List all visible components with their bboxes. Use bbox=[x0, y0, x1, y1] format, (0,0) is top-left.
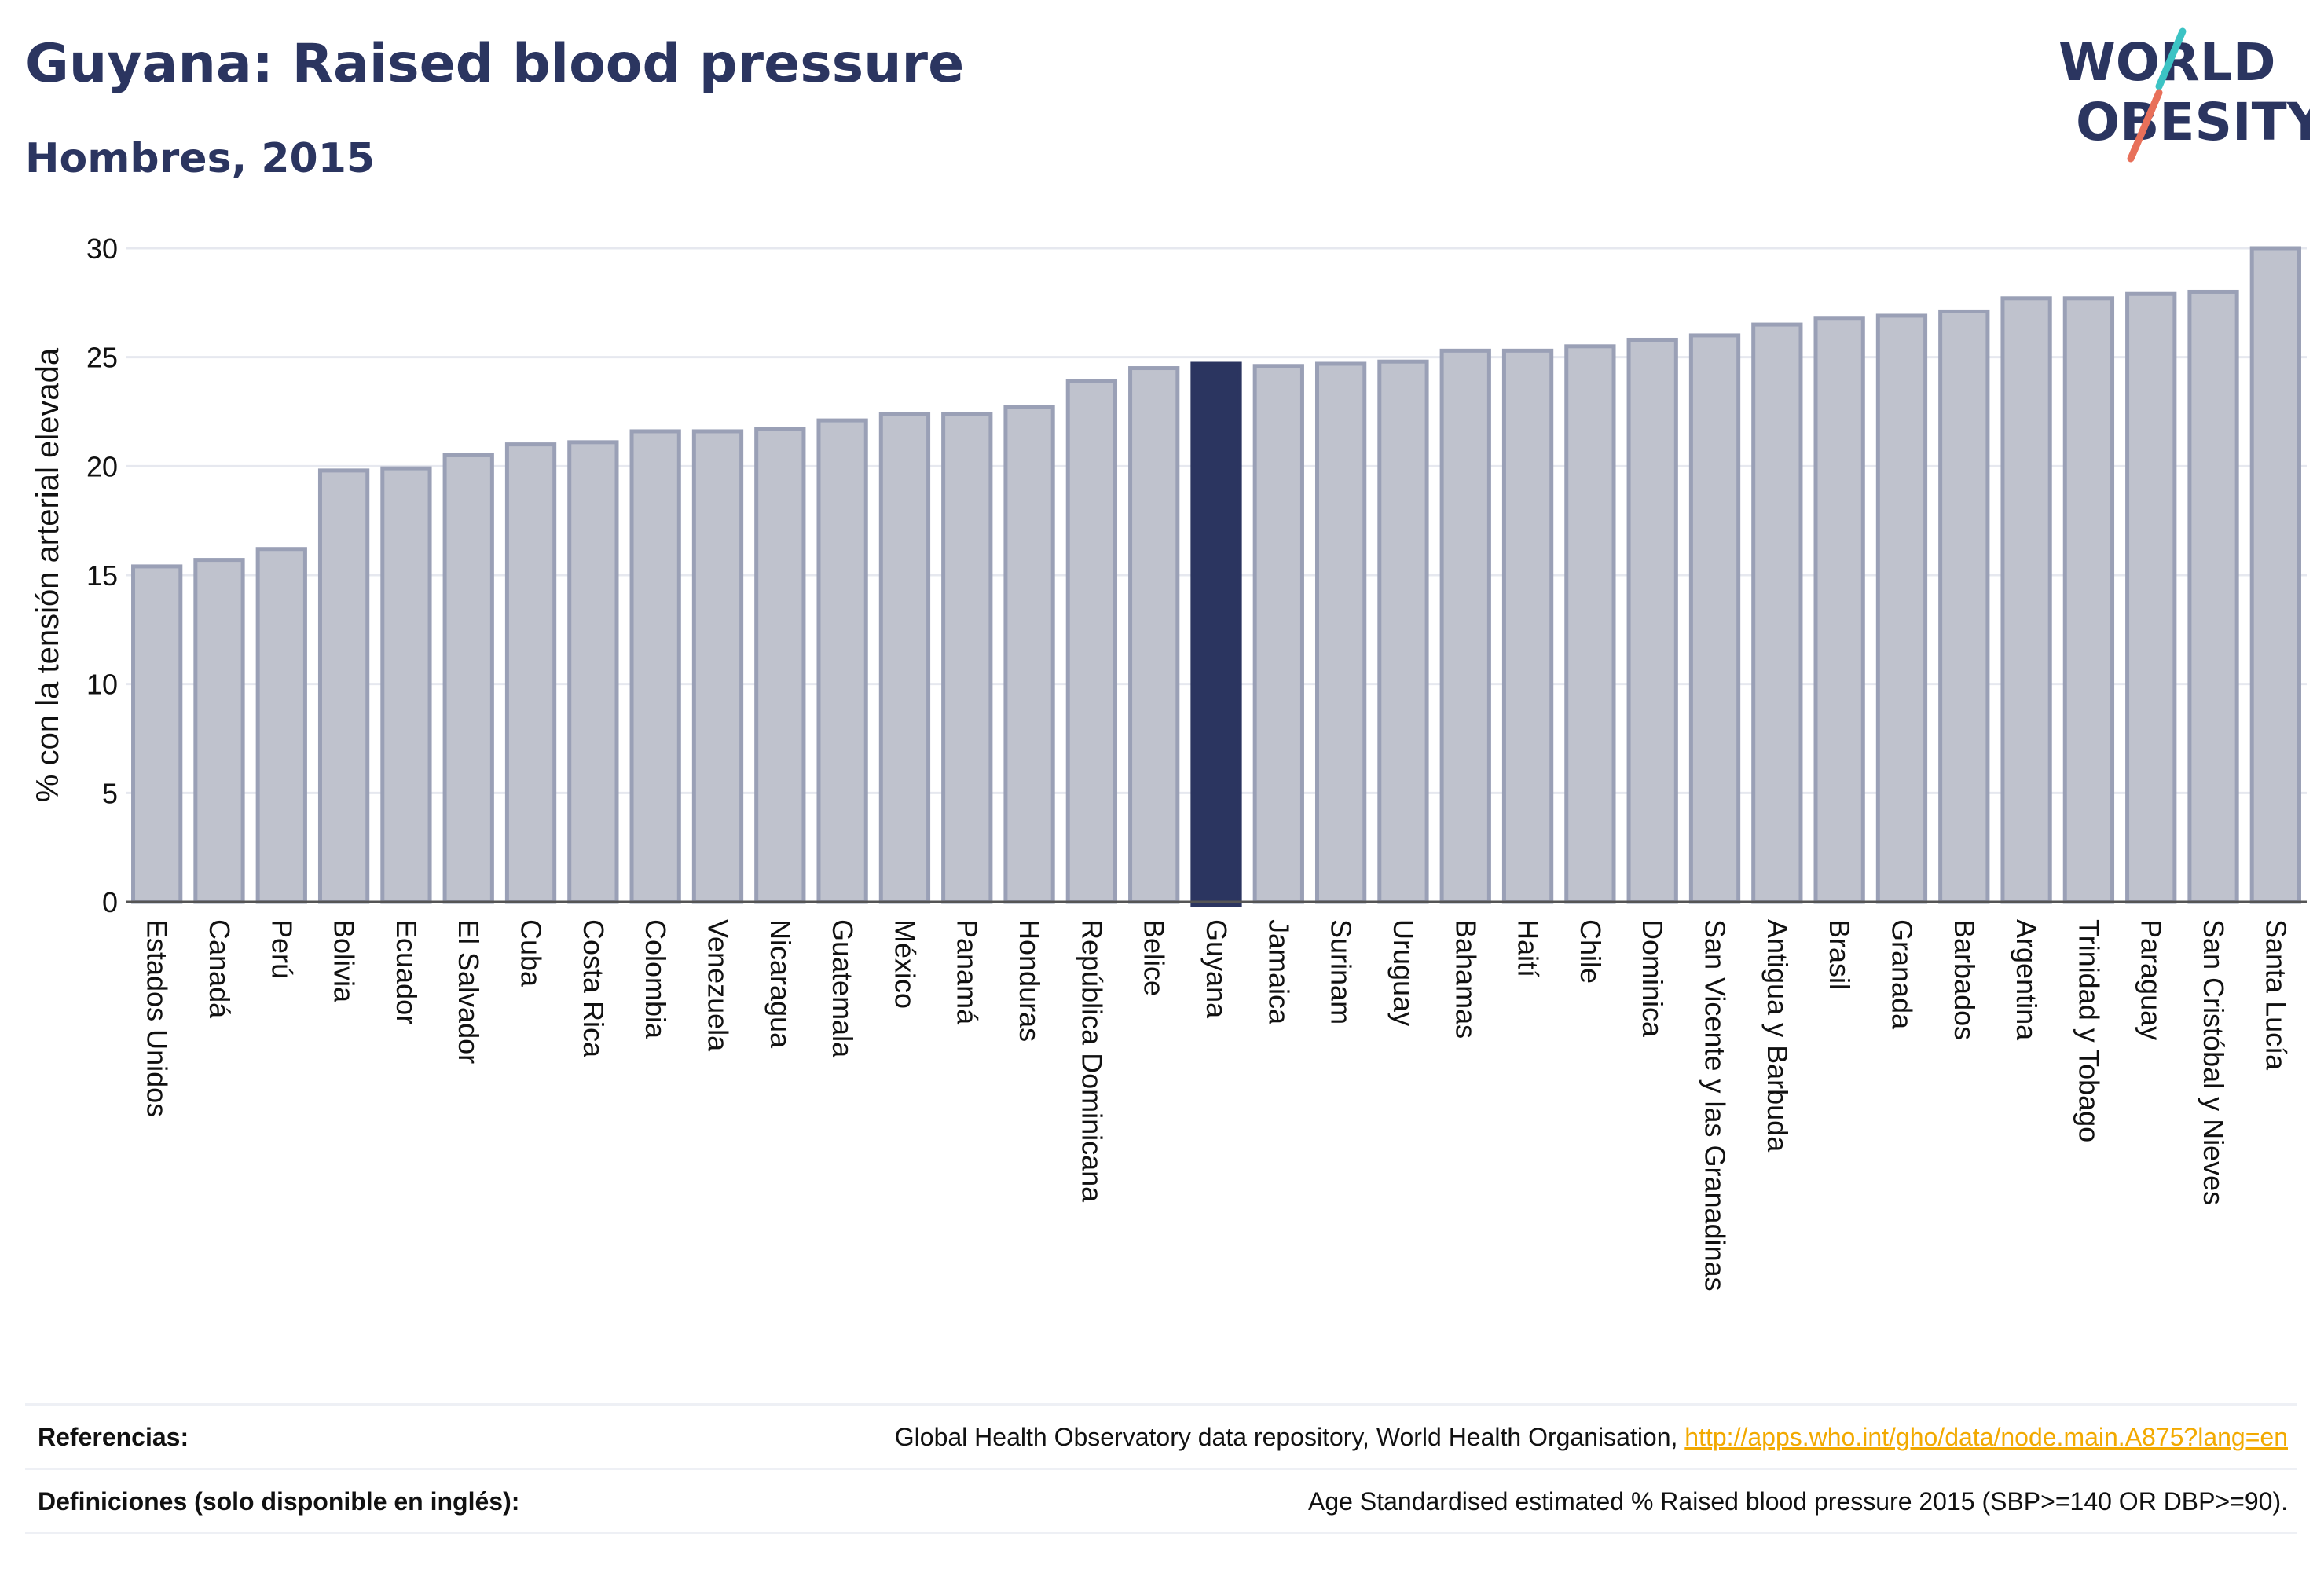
x-tick-label: Ecuador bbox=[390, 919, 423, 1024]
bar-chile bbox=[1564, 344, 1616, 904]
x-tick-label: Belice bbox=[1138, 919, 1171, 996]
definitions-row: Definiciones (solo disponible en inglés)… bbox=[25, 1468, 2297, 1531]
references-value: Global Health Observatory data repositor… bbox=[895, 1423, 2288, 1452]
bar-antigua-y-barbuda bbox=[1751, 322, 1803, 904]
bar-san-vicente-y-las-granadinas bbox=[1688, 333, 1741, 904]
bar-nicaragua bbox=[754, 427, 806, 904]
bar-uruguay bbox=[1377, 359, 1429, 904]
y-tick-label: 5 bbox=[102, 777, 118, 809]
x-tick-label: Jamaica bbox=[1263, 919, 1295, 1025]
bar-haití bbox=[1501, 348, 1554, 904]
bar-san-cristóbal-y-nieves bbox=[2187, 289, 2239, 904]
x-tick-label: Nicaragua bbox=[764, 919, 797, 1049]
x-tick-label: Trinidad y Tobago bbox=[2073, 919, 2105, 1142]
x-tick-label: Bolivia bbox=[328, 919, 361, 1003]
references-row: Referencias: Global Health Observatory d… bbox=[25, 1403, 2297, 1467]
bar-estados-unidos bbox=[131, 564, 183, 904]
bar-bolivia bbox=[317, 468, 370, 904]
definitions-text: Age Standardised estimated % Raised bloo… bbox=[1308, 1487, 2288, 1516]
bar-chart: 0 5 10 15 20 25 30 Estados Unidos Canadá Perú Bol… bbox=[31, 233, 2307, 1292]
references-link[interactable]: http://apps.who.int/gho/data/node.main.A… bbox=[1684, 1423, 2288, 1451]
bar-paraguay bbox=[2125, 291, 2177, 904]
x-tick-label: San Cristóbal y Nieves bbox=[2198, 919, 2230, 1205]
bar-surinam bbox=[1314, 361, 1367, 904]
x-tick-label: Barbados bbox=[1948, 919, 1981, 1040]
bar-colombia bbox=[629, 429, 681, 904]
x-tick-label: Paraguay bbox=[2135, 919, 2168, 1040]
y-axis-label: % con la tensión arterial elevada bbox=[31, 347, 65, 802]
x-tick-label: República Dominicana bbox=[1076, 919, 1108, 1203]
bar-ecuador bbox=[380, 466, 432, 904]
x-tick-label: Canadá bbox=[203, 919, 236, 1019]
bar-costa-rica bbox=[567, 440, 619, 904]
footer-divider bbox=[25, 1532, 2297, 1534]
x-axis-labels: Estados Unidos Canadá Perú Bolivia Ecuador El… bbox=[141, 919, 2293, 1292]
x-tick-label: El Salvador bbox=[453, 919, 485, 1064]
bar-jamaica bbox=[1252, 364, 1304, 904]
y-tick-label: 15 bbox=[86, 559, 118, 592]
x-tick-label: Costa Rica bbox=[577, 919, 610, 1058]
x-tick-label: Antigua y Barbuda bbox=[1761, 919, 1794, 1153]
y-tick-label: 10 bbox=[86, 669, 118, 701]
logo-slash-teal bbox=[2155, 27, 2187, 90]
references-text: Global Health Observatory data repositor… bbox=[894, 1423, 1685, 1451]
x-tick-label: Argentina bbox=[2011, 919, 2043, 1041]
bars bbox=[131, 246, 2301, 907]
bar-bahamas bbox=[1439, 348, 1491, 904]
bar-granada bbox=[1875, 313, 1928, 904]
bar-cuba bbox=[504, 442, 557, 904]
bar-perú bbox=[255, 547, 307, 904]
x-tick-label: Venezuela bbox=[702, 919, 734, 1052]
chart-title: Guyana: Raised blood pressure bbox=[25, 33, 965, 95]
bar-brasil bbox=[1813, 316, 1865, 904]
x-tick-label: Dominica bbox=[1637, 919, 1669, 1038]
bar-venezuela bbox=[691, 429, 744, 904]
bar-guyana bbox=[1190, 361, 1242, 907]
x-tick-label: Granada bbox=[1886, 919, 1918, 1030]
x-tick-label: Perú bbox=[266, 919, 298, 979]
bar-el-salvador bbox=[442, 453, 494, 904]
x-tick-label: Santa Lucía bbox=[2260, 919, 2292, 1071]
bar-panamá bbox=[941, 412, 993, 904]
references-label: Referencias: bbox=[38, 1423, 189, 1451]
x-tick-label: Guyana bbox=[1200, 919, 1233, 1019]
bar-canadá bbox=[193, 558, 245, 904]
x-tick-label: San Vicente y las Granadinas bbox=[1699, 919, 1732, 1292]
logo-slash-coral bbox=[2127, 89, 2163, 163]
bar-santa-lucía bbox=[2249, 246, 2301, 904]
y-tick-label: 25 bbox=[86, 342, 118, 374]
bar-barbados bbox=[1938, 309, 1990, 904]
x-tick-label: Brasil bbox=[1824, 919, 1856, 990]
x-tick-label: México bbox=[889, 919, 921, 1009]
bar-belice bbox=[1128, 366, 1180, 904]
x-tick-label: Colombia bbox=[640, 919, 672, 1039]
y-axis-ticks: 0 5 10 15 20 25 30 bbox=[86, 233, 118, 918]
bar-honduras bbox=[1003, 405, 1055, 904]
y-tick-label: 0 bbox=[102, 886, 118, 918]
world-obesity-logo: WORLD OBESITY bbox=[2058, 27, 2310, 163]
x-tick-label: Chile bbox=[1574, 919, 1607, 984]
bar-guatemala bbox=[816, 418, 868, 904]
chart-subtitle: Hombres, 2015 bbox=[25, 135, 376, 182]
x-tick-label: Honduras bbox=[1014, 919, 1046, 1042]
x-tick-label: Uruguay bbox=[1387, 919, 1420, 1026]
y-tick-label: 30 bbox=[86, 233, 118, 265]
bar-argentina bbox=[2000, 296, 2052, 904]
bar-república-dominicana bbox=[1065, 379, 1118, 904]
bar-trinidad-y-tobago bbox=[2062, 296, 2115, 904]
bar-méxico bbox=[878, 412, 931, 904]
x-tick-label: Bahamas bbox=[1450, 919, 1482, 1039]
x-tick-label: Panamá bbox=[951, 919, 984, 1025]
x-tick-label: Haití bbox=[1512, 919, 1545, 977]
definitions-label: Definiciones (solo disponible en inglés)… bbox=[38, 1487, 520, 1516]
x-tick-label: Cuba bbox=[515, 919, 548, 988]
logo-text-obesity: OBESITY bbox=[2076, 92, 2310, 152]
x-tick-label: Guatemala bbox=[827, 919, 859, 1058]
x-tick-label: Estados Unidos bbox=[141, 919, 174, 1117]
x-tick-label: Surinam bbox=[1325, 919, 1358, 1024]
y-tick-label: 20 bbox=[86, 450, 118, 482]
bar-dominica bbox=[1626, 337, 1678, 904]
